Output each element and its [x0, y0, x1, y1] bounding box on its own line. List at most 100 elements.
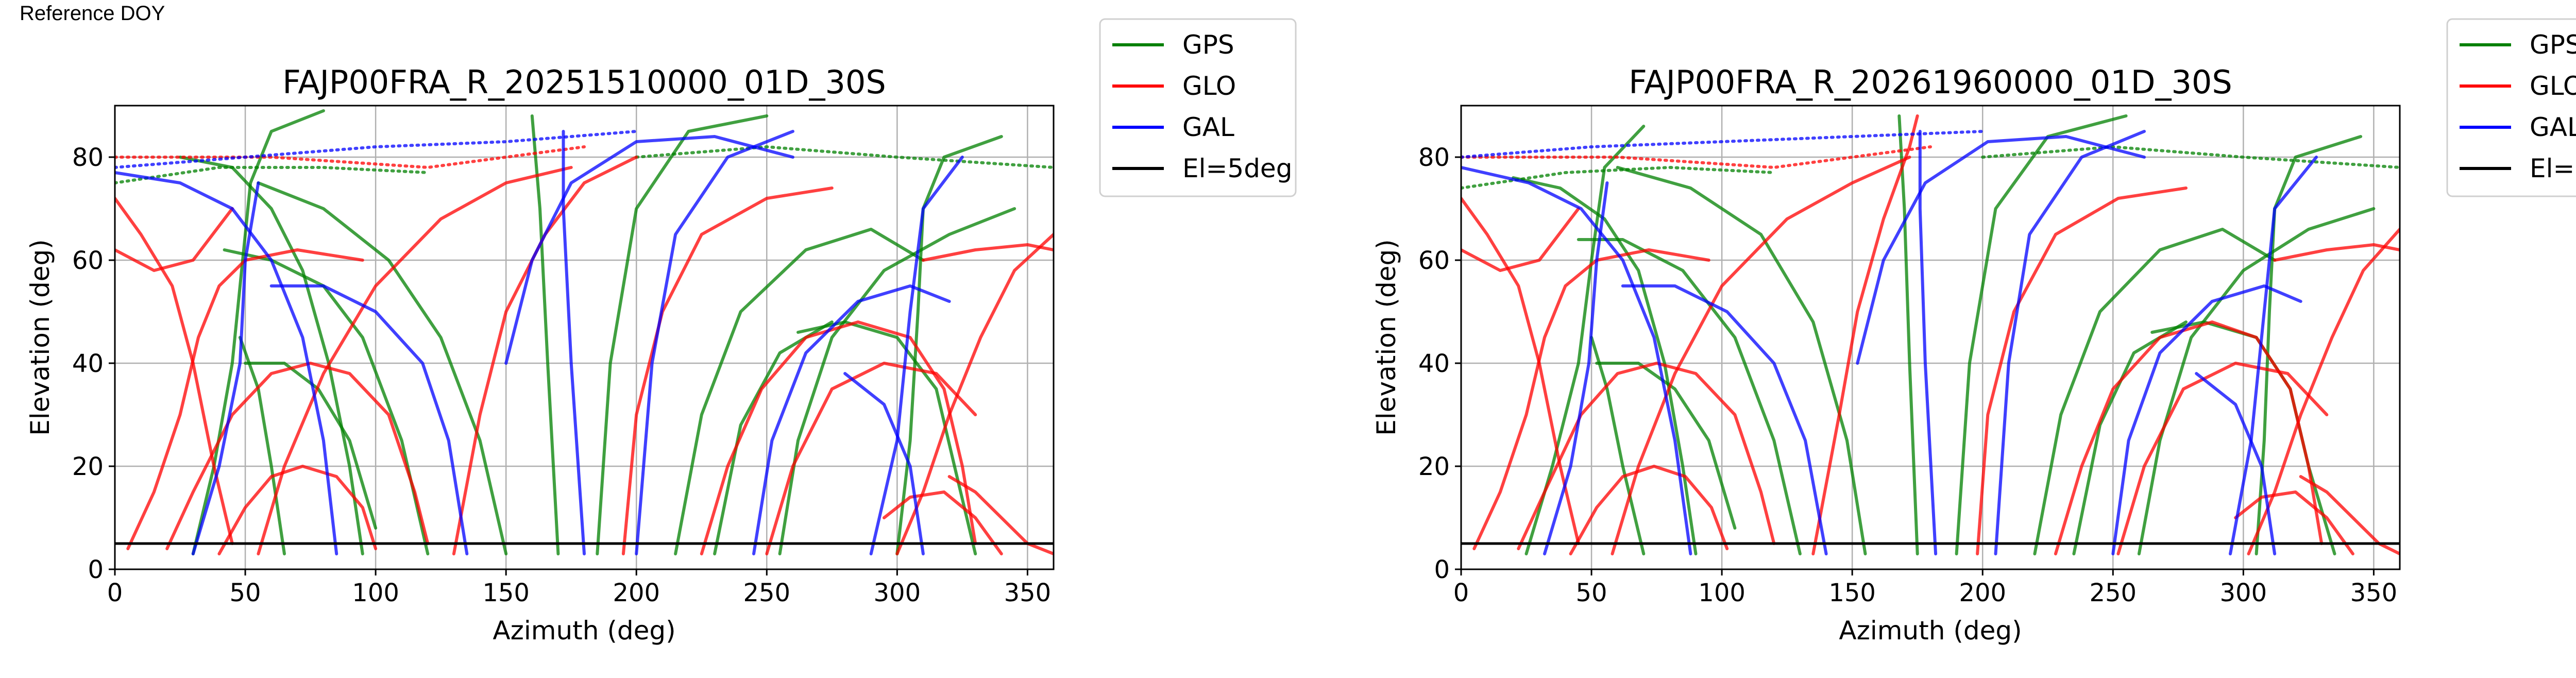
legend-entry-label: GAL — [2530, 112, 2576, 142]
legend-entry-label: GLO — [1182, 71, 1236, 101]
satellite-track-glo — [1461, 207, 1580, 272]
data-layer — [1461, 114, 2400, 555]
legend-entry-label: GPS — [2530, 30, 2576, 60]
plot-frame — [1460, 105, 2401, 570]
x-tick-label: 150 — [482, 579, 530, 607]
x-tick-label: 0 — [1453, 579, 1469, 607]
satellite-track-gps — [2137, 207, 2376, 555]
y-axis-label: Elevation (deg) — [25, 239, 55, 435]
satellite-track-glo — [115, 145, 586, 169]
satellite-track-glo — [2054, 320, 2324, 555]
y-tick-label: 80 — [1418, 143, 1450, 172]
legend-entry-label: GLO — [2530, 71, 2576, 101]
satellite-track-gal — [2229, 156, 2318, 555]
satellite-track-glo — [115, 197, 234, 545]
satellite-track-gal — [1461, 130, 1985, 159]
satellite-track-gps — [635, 145, 1054, 169]
x-tick-label: 100 — [352, 579, 399, 607]
satellite-track-glo — [1811, 114, 1919, 555]
y-tick-label: 40 — [72, 349, 104, 378]
legend-entry-label: GAL — [1182, 112, 1234, 142]
satellite-track-glo — [1461, 145, 1932, 169]
satellite-track-gal — [1918, 130, 1938, 555]
legend: GPS GLO GAL El=5deg — [1099, 18, 1297, 197]
satellite-track-gal — [1994, 130, 2146, 555]
satellite-track-glo — [217, 465, 378, 555]
satellite-track-glo — [1976, 187, 2188, 555]
satellite-track-glo — [947, 475, 1054, 555]
satellite-track-gps — [257, 181, 508, 555]
satellite-track-gps — [2255, 135, 2363, 555]
satellite-track-glo — [765, 362, 977, 555]
chart-title: FAJP00FRA_R_20251510000_01D_30S — [282, 63, 886, 101]
satellite-track-gps — [115, 166, 430, 184]
satellite-track-gal — [2195, 372, 2277, 555]
satellite-track-gps — [1524, 125, 1646, 555]
x-tick-label: 200 — [1959, 579, 2006, 607]
x-tick-label: 250 — [2089, 579, 2137, 607]
legend-entry-label: GPS — [1182, 30, 1234, 60]
plot-frame — [114, 105, 1055, 570]
satellite-track-gps — [1897, 114, 1919, 555]
satellite-track-gal — [504, 135, 794, 365]
satellite-track-gal — [843, 372, 925, 555]
satellite-track-glo — [921, 243, 1054, 262]
satellite-track-gps — [223, 248, 430, 555]
satellite-track-gps — [1981, 145, 2400, 169]
satellite-track-gps — [1461, 166, 1776, 190]
satellite-track-glo — [126, 248, 364, 550]
satellite-track-glo — [1472, 248, 1710, 550]
x-tick-label: 50 — [230, 579, 261, 607]
satellite-track-gal — [1621, 284, 1828, 555]
y-axis-label: Elevation (deg) — [1371, 239, 1401, 435]
x-tick-label: 350 — [1004, 579, 1052, 607]
satellite-track-gal — [269, 284, 469, 555]
x-axis-label: Azimuth (deg) — [493, 616, 675, 646]
satellite-track-glo — [1611, 156, 1911, 555]
satellite-track-gal — [1461, 166, 1692, 555]
legend-entry-label: El=5deg — [1182, 154, 1292, 183]
legend-box — [2446, 18, 2576, 197]
x-tick-label: 100 — [1698, 579, 1745, 607]
satellite-track-gps — [530, 114, 560, 555]
satellite-track-gal — [115, 130, 638, 169]
legend: GPS GLO GAL El=5deg — [2446, 18, 2576, 197]
satellite-track-gps — [238, 336, 286, 555]
satellite-track-gps — [674, 228, 925, 555]
satellite-track-gal — [752, 284, 951, 555]
y-tick-label: 0 — [1434, 555, 1450, 584]
series-glo — [115, 145, 1054, 555]
satellite-track-glo — [452, 156, 638, 555]
chart-panel-1: 0 50 100 150 200 250 300 350 0 20 40 60 80 FAJP00FRA_… — [25, 18, 1297, 646]
data-layer — [115, 109, 1054, 555]
satellite-track-glo — [883, 490, 1003, 555]
satellite-track-glo — [2273, 243, 2400, 262]
series-gps — [1461, 114, 2400, 555]
x-tick-label: 300 — [874, 579, 921, 607]
y-tick-label: 20 — [1418, 452, 1450, 481]
satellite-track-glo — [1517, 362, 1776, 550]
y-tick-label: 20 — [72, 452, 104, 481]
satellite-track-glo — [1461, 197, 1580, 545]
x-tick-label: 350 — [2350, 579, 2398, 607]
satellite-track-gps — [1955, 114, 2128, 555]
satellite-track-glo — [2299, 475, 2400, 555]
chart-title: FAJP00FRA_R_20261960000_01D_30S — [1629, 63, 2232, 101]
satellite-track-gal — [1543, 181, 1609, 555]
satellite-track-glo — [895, 233, 1054, 555]
chart-panel-2: 0 50 100 150 200 250 300 350 0 20 40 60 80 FAJP00FRA_… — [1371, 18, 2576, 646]
x-tick-label: 150 — [1828, 579, 1876, 607]
satellite-track-gps — [1512, 176, 1698, 555]
x-tick-label: 300 — [2220, 579, 2267, 607]
satellite-track-glo — [700, 320, 977, 555]
x-tick-label: 50 — [1576, 579, 1607, 607]
legend-box — [1099, 18, 1297, 197]
satellite-track-gps — [596, 114, 769, 555]
x-tick-label: 200 — [613, 579, 660, 607]
satellite-track-gal — [635, 130, 794, 555]
y-tick-label: 0 — [88, 555, 104, 584]
legend-entry-label: El=5deg — [2530, 154, 2576, 183]
satellite-track-gps — [2033, 228, 2277, 555]
x-tick-label: 0 — [107, 579, 123, 607]
